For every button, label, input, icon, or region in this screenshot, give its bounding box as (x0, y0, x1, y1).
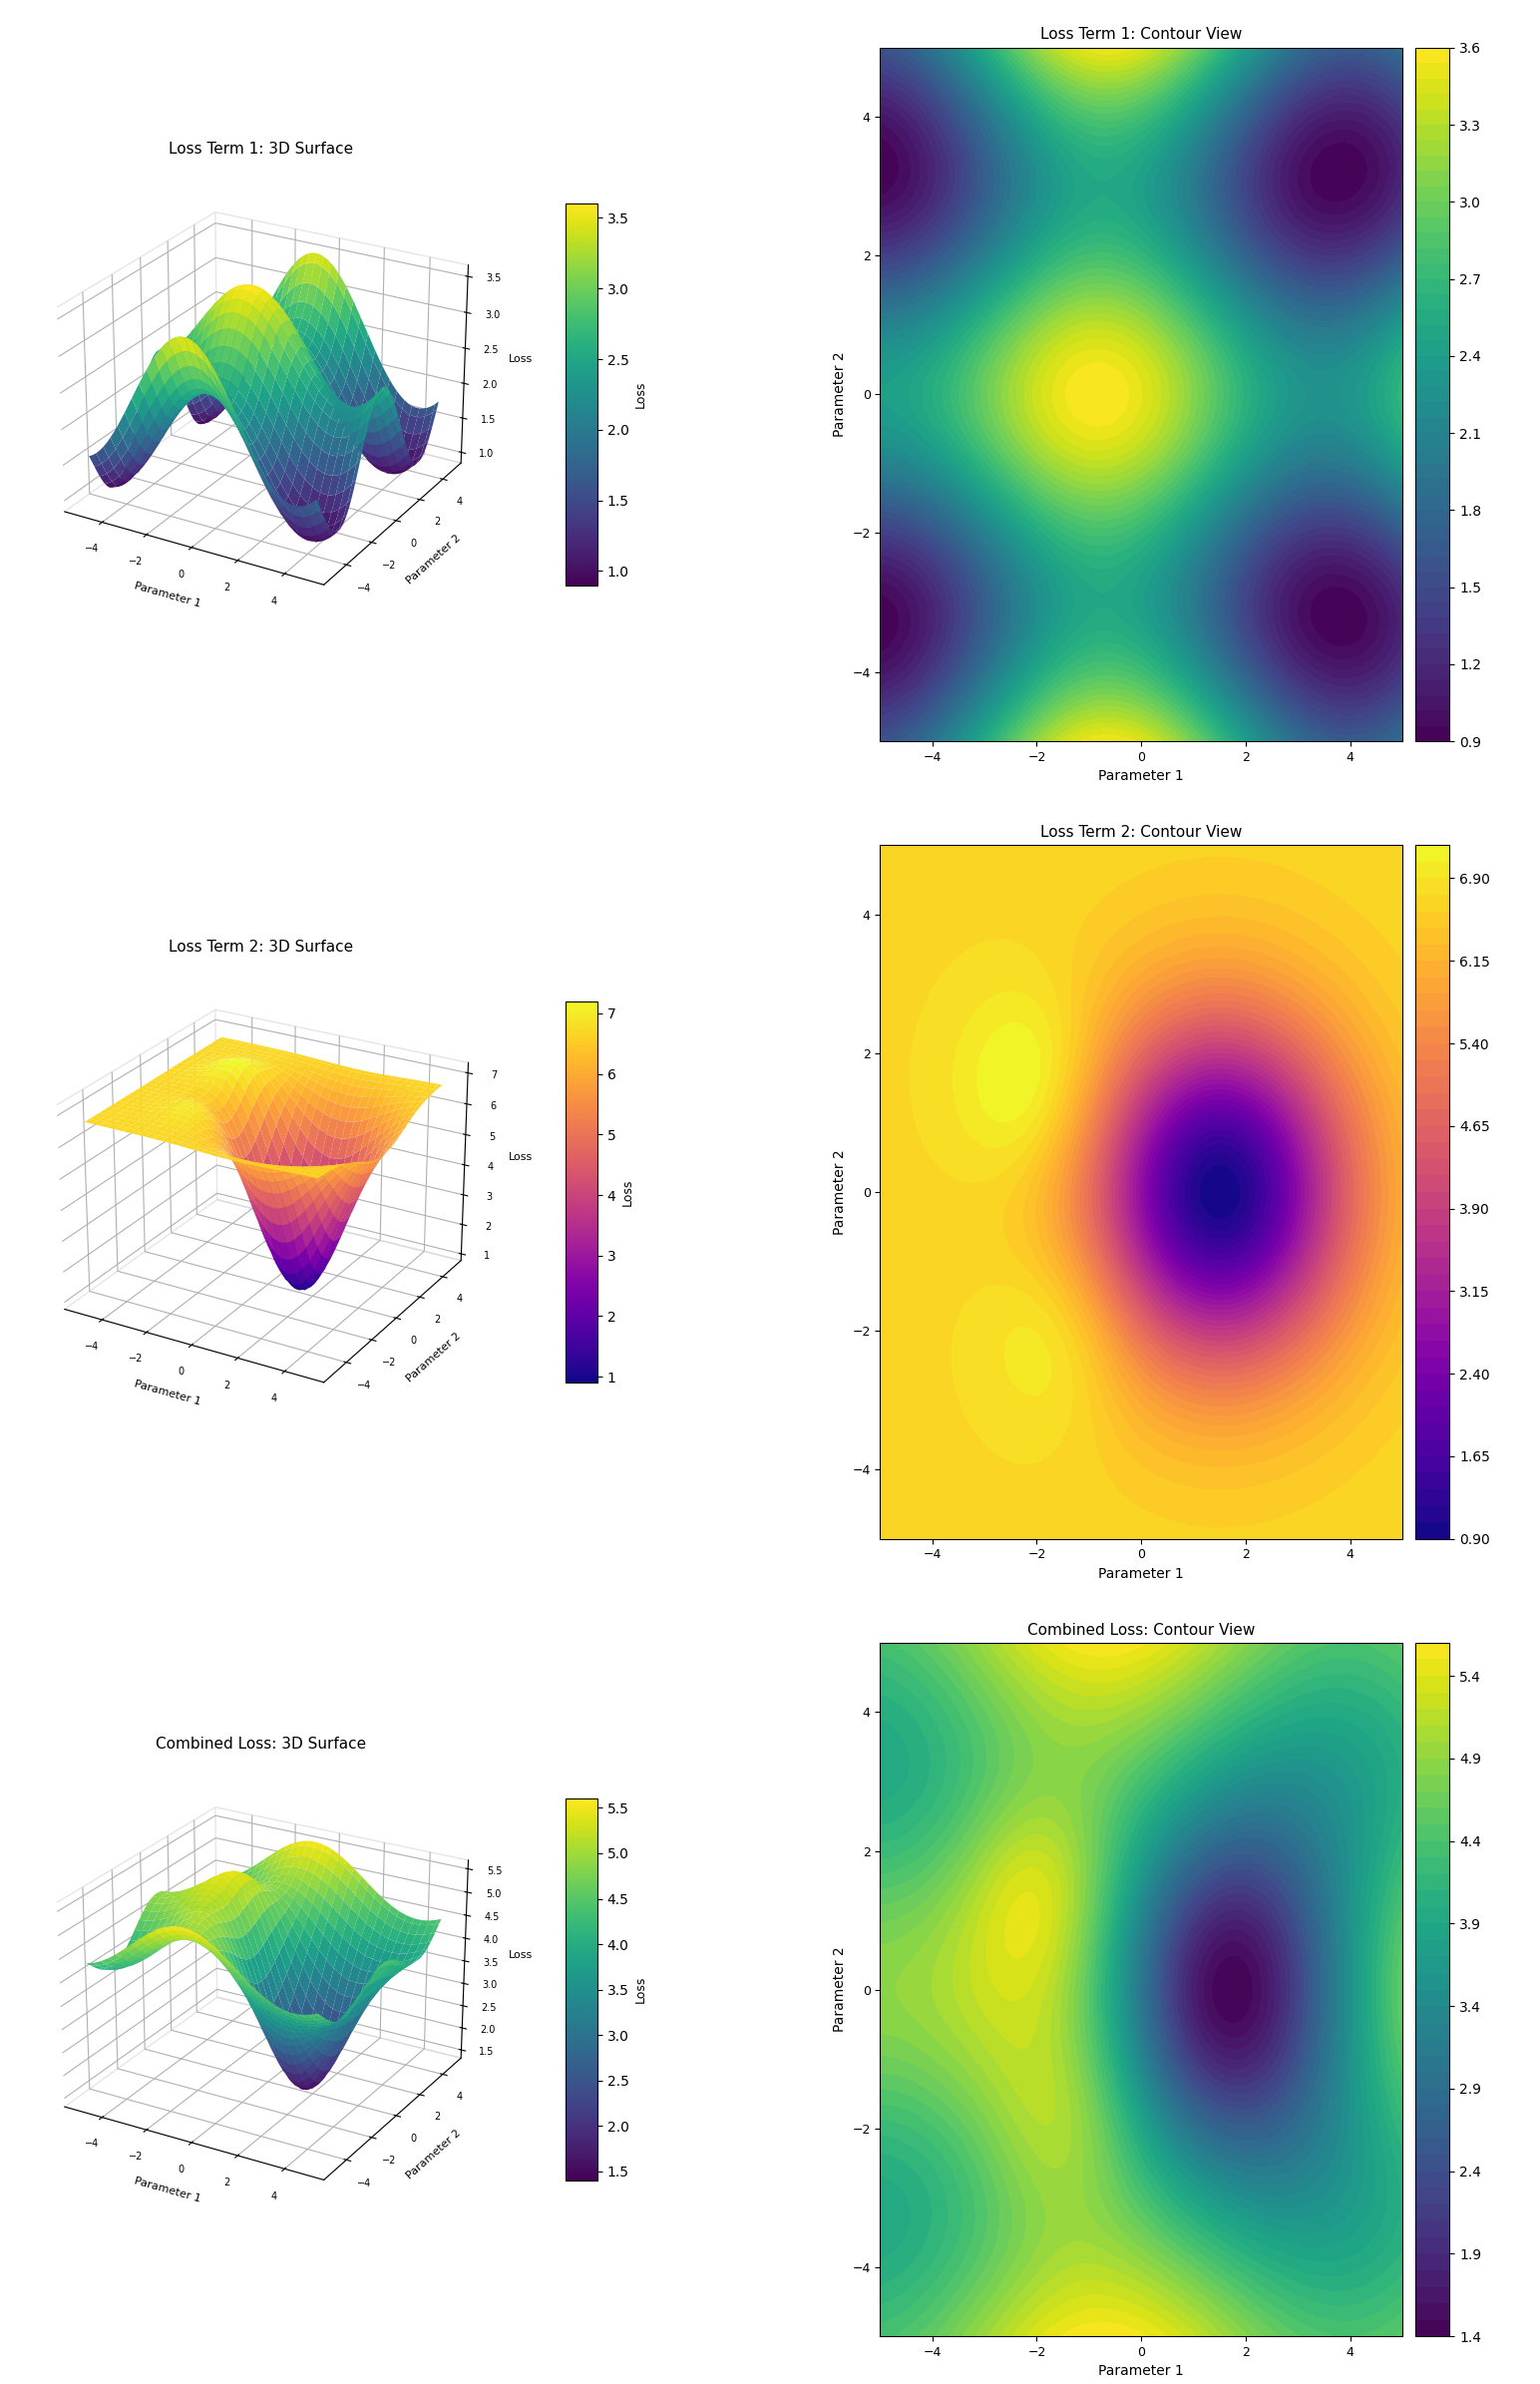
Y-axis label: Parameter 2: Parameter 2 (833, 1149, 847, 1235)
Y-axis label: Parameter 2: Parameter 2 (405, 2129, 462, 2181)
Title: Loss Term 2: 3D Surface: Loss Term 2: 3D Surface (168, 939, 353, 954)
Title: Loss Term 1: 3D Surface: Loss Term 1: 3D Surface (168, 141, 353, 157)
Y-axis label: Loss: Loss (634, 381, 647, 408)
Title: Combined Loss: Contour View: Combined Loss: Contour View (1027, 1624, 1255, 1638)
Y-axis label: Parameter 2: Parameter 2 (833, 1948, 847, 2031)
Y-axis label: Loss: Loss (622, 1178, 634, 1206)
Y-axis label: Parameter 2: Parameter 2 (405, 1330, 462, 1385)
X-axis label: Parameter 1: Parameter 1 (134, 2177, 202, 2205)
X-axis label: Parameter 1: Parameter 1 (1098, 1566, 1184, 1581)
Title: Combined Loss: 3D Surface: Combined Loss: 3D Surface (156, 1738, 365, 1752)
Y-axis label: Parameter 2: Parameter 2 (833, 353, 847, 436)
X-axis label: Parameter 1: Parameter 1 (1098, 770, 1184, 784)
X-axis label: Parameter 1: Parameter 1 (1098, 2365, 1184, 2379)
Y-axis label: Loss: Loss (634, 1976, 647, 2003)
X-axis label: Parameter 1: Parameter 1 (134, 1378, 202, 1407)
Y-axis label: Parameter 2: Parameter 2 (405, 534, 462, 586)
Title: Loss Term 1: Contour View: Loss Term 1: Contour View (1040, 26, 1243, 43)
X-axis label: Parameter 1: Parameter 1 (134, 582, 202, 608)
Title: Loss Term 2: Contour View: Loss Term 2: Contour View (1040, 825, 1243, 839)
